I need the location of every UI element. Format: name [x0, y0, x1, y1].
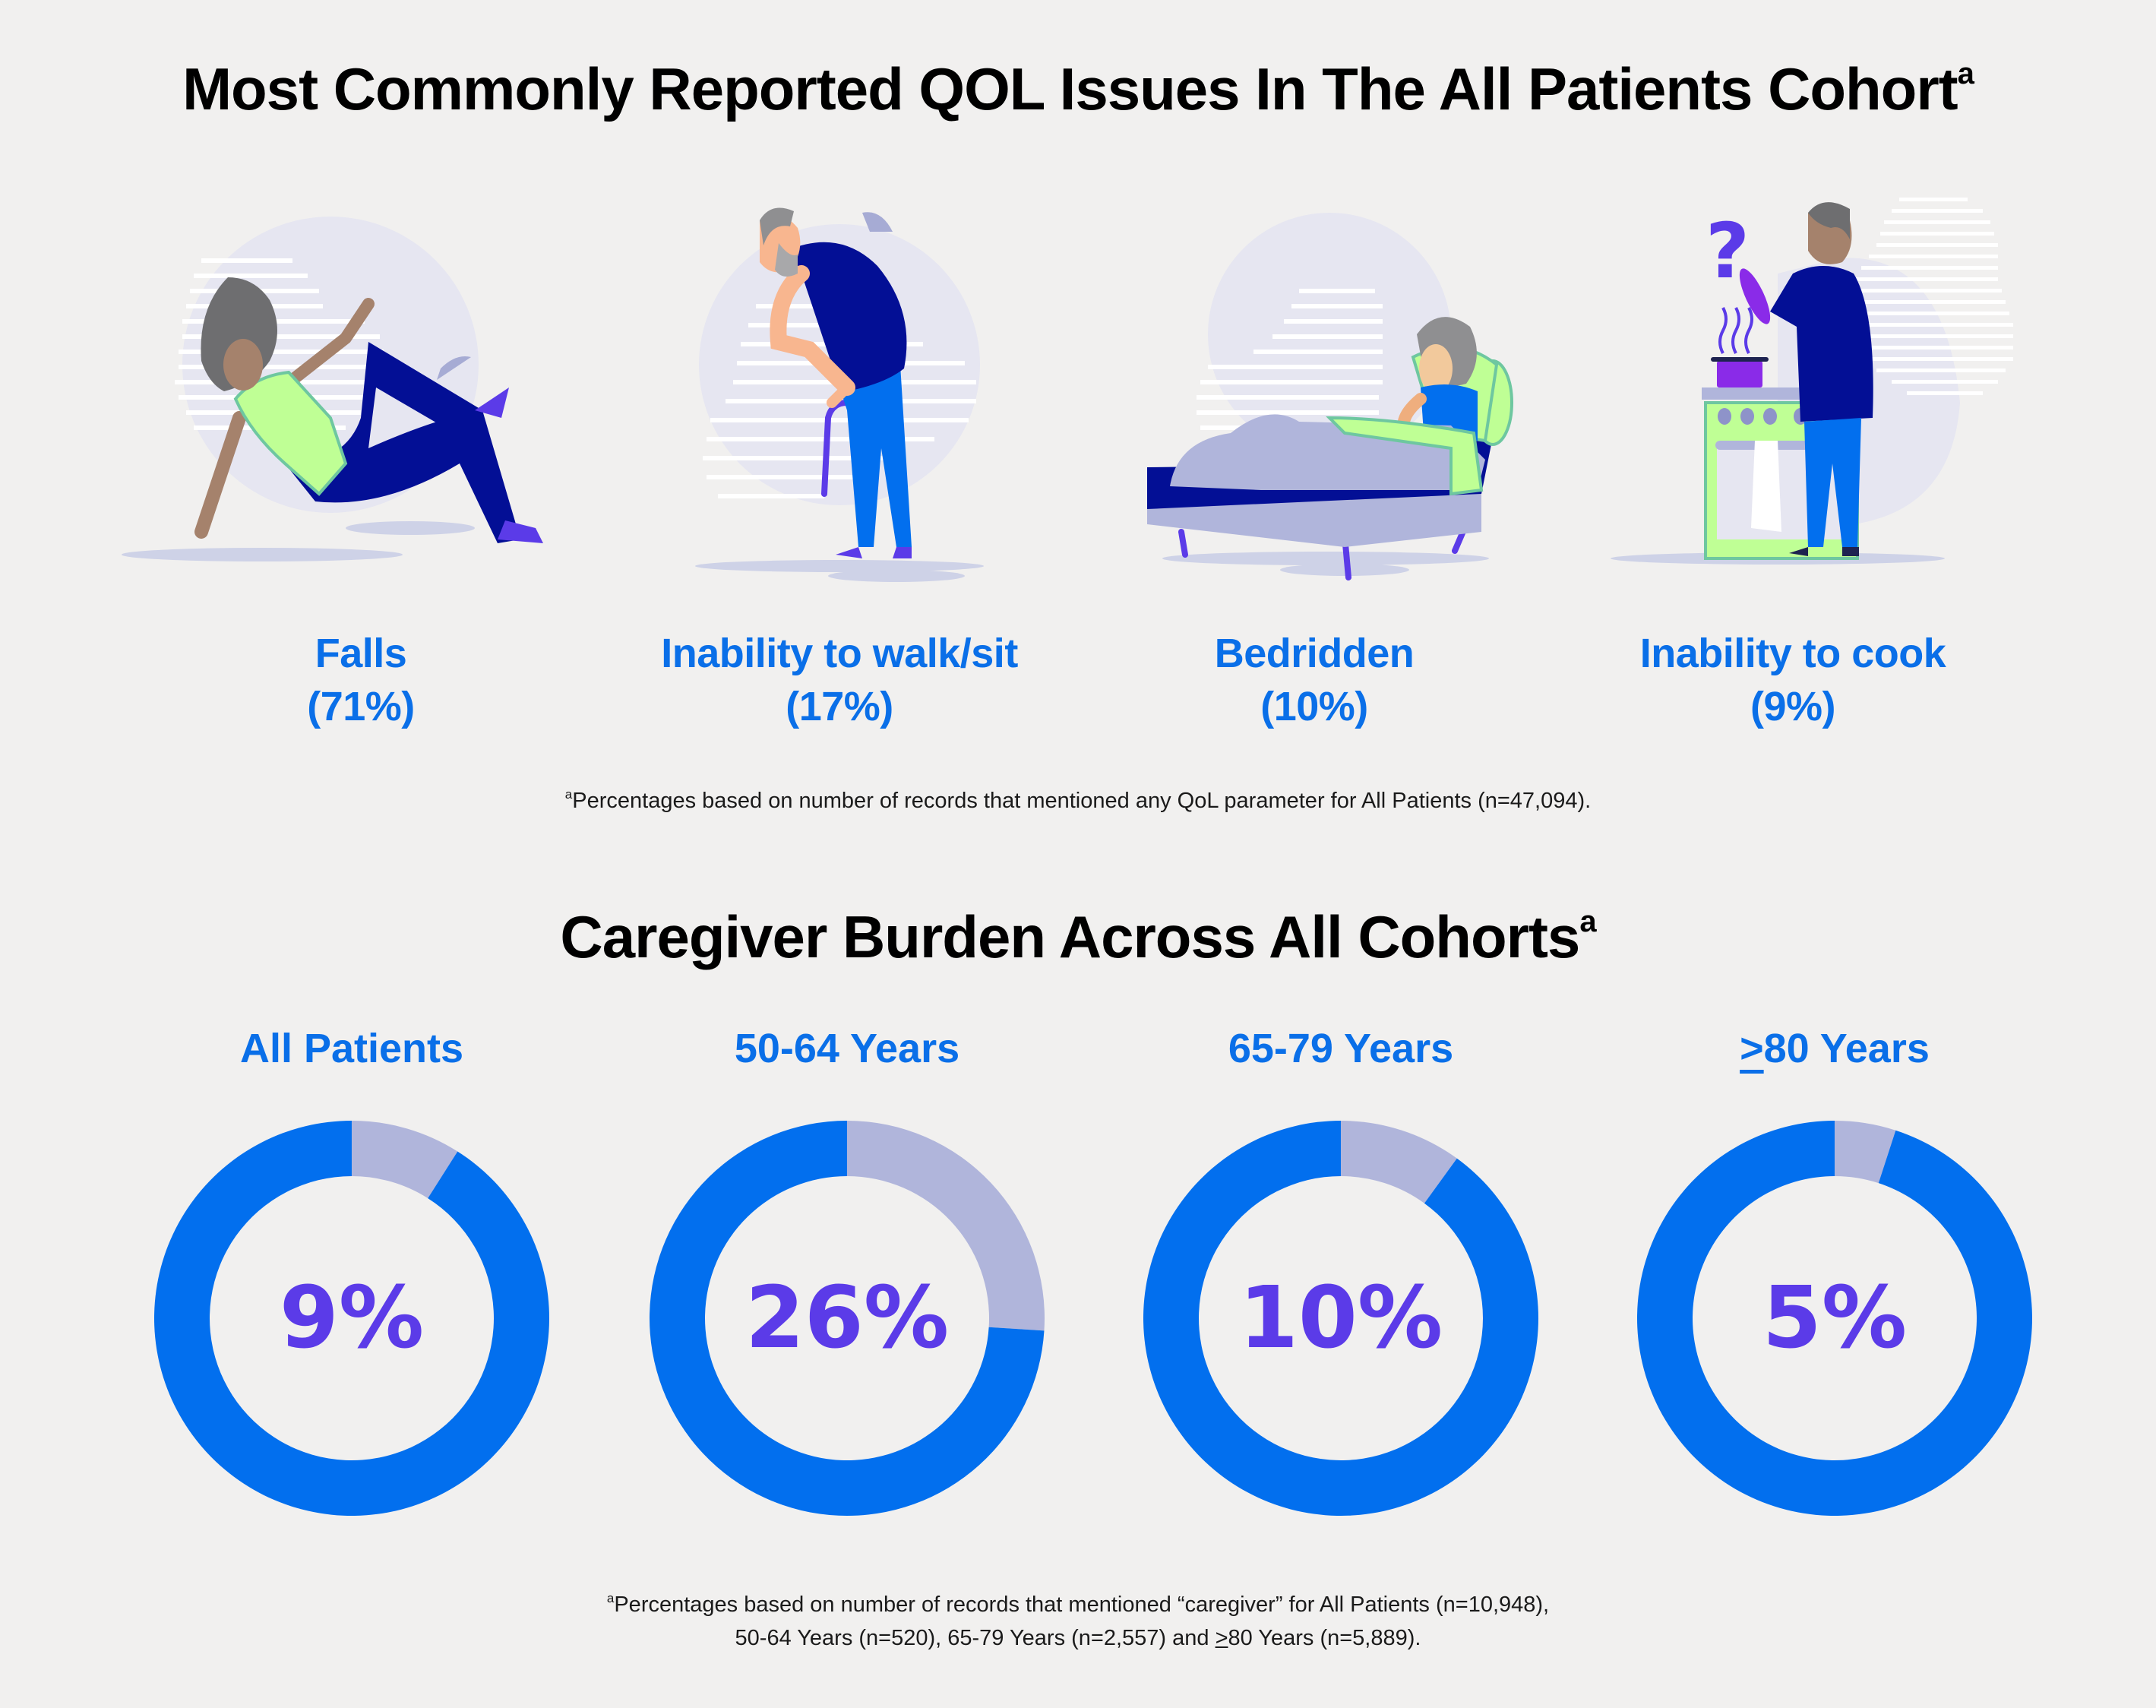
footnote-text: Percentages based on number of records t…: [572, 789, 1592, 813]
issue-name: Inability to walk/sit: [661, 631, 1018, 676]
cohort-name: 65-79 Years: [1228, 1026, 1454, 1071]
ge-symbol: >: [1215, 1626, 1228, 1650]
person-falling-icon: [122, 217, 543, 561]
cohort-50-64: 50-64 Years 26%: [634, 1022, 1060, 1539]
donut-chart: [154, 1121, 549, 1516]
qol-issue-cook: ? Inability to cook (9%): [1550, 190, 2036, 752]
donut-chart: [650, 1121, 1045, 1516]
issue-percentage: (10%): [1260, 684, 1368, 729]
cohort-label: 65-79 Years: [1128, 1022, 1554, 1075]
ge-symbol: >: [1740, 1026, 1764, 1071]
caregiver-title-text: Caregiver Burden Across All Cohorts: [560, 903, 1580, 970]
caregiver-footnote: aPercentages based on number of records …: [0, 1582, 2156, 1655]
qol-issue-walk-sit: Inability to walk/sit (17%): [596, 190, 1083, 752]
qol-title-text: Most Commonly Reported QOL Issues In The…: [182, 55, 1958, 122]
issue-percentage: (17%): [786, 684, 893, 729]
qol-issue-bedridden: Bedridden (10%): [1071, 190, 1557, 752]
footnote-line-1: aPercentages based on number of records …: [0, 1582, 2156, 1621]
man-at-stove-icon: ?: [1611, 198, 2013, 565]
issue-label: Inability to cook (9%): [1550, 627, 2036, 733]
cohort-80-plus: >80 Years 5%: [1622, 1022, 2047, 1539]
qol-issue-falls: Falls (71%): [118, 190, 604, 752]
footnote-line-2: 50-64 Years (n=520), 65-79 Years (n=2,55…: [0, 1621, 2156, 1655]
footnote-text: Percentages based on number of records t…: [614, 1593, 1550, 1617]
issue-name: Inability to cook: [1639, 631, 1946, 676]
title-footnote-marker: a: [1579, 905, 1596, 938]
cohort-65-79: 65-79 Years 10%: [1128, 1022, 1554, 1539]
cohort-name: All Patients: [239, 1026, 464, 1071]
cohort-label: All Patients: [139, 1022, 564, 1075]
cohort-label: >80 Years: [1622, 1022, 2047, 1075]
qol-section-title: Most Commonly Reported QOL Issues In The…: [0, 55, 2156, 124]
cohort-name: 80 Years: [1763, 1026, 1930, 1071]
footnote-marker: a: [606, 1591, 615, 1605]
issue-name: Falls: [315, 631, 407, 676]
footnote-text: 80 Years (n=5,889).: [1228, 1626, 1421, 1650]
title-footnote-marker: a: [1957, 57, 1974, 90]
issue-label: Falls (71%): [118, 627, 604, 733]
caregiver-section-title: Caregiver Burden Across All Cohortsa: [0, 903, 2156, 972]
footnote-marker: a: [564, 787, 573, 802]
cohort-all-patients: All Patients 9%: [139, 1022, 564, 1539]
issue-percentage: (9%): [1750, 684, 1836, 729]
qol-footnote: aPercentages based on number of records …: [0, 778, 2156, 818]
issue-label: Bedridden (10%): [1071, 627, 1557, 733]
issue-name: Bedridden: [1214, 631, 1415, 676]
woman-in-bed-icon: [1147, 213, 1513, 580]
cohort-percentage: 5%: [1762, 1269, 1908, 1368]
footnote-text: 50-64 Years (n=520), 65-79 Years (n=2,55…: [735, 1626, 1216, 1650]
elderly-man-with-cane-icon: [695, 207, 984, 582]
cohort-label: 50-64 Years: [634, 1022, 1060, 1075]
cohort-percentage: 26%: [744, 1269, 950, 1368]
cohort-percentage: 9%: [279, 1269, 425, 1368]
issue-label: Inability to walk/sit (17%): [596, 627, 1083, 733]
cohort-percentage: 10%: [1238, 1269, 1443, 1368]
cohort-name: 50-64 Years: [734, 1026, 960, 1071]
issue-percentage: (71%): [307, 684, 415, 729]
donut-chart: [1637, 1121, 2032, 1516]
donut-chart: [1143, 1121, 1538, 1516]
